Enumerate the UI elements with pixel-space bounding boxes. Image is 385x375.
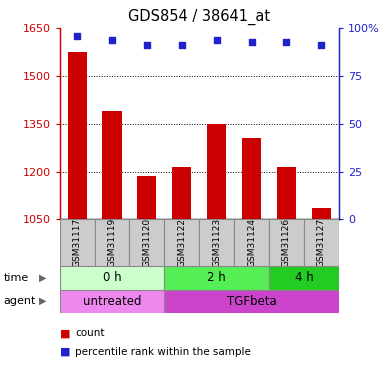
Point xyxy=(248,39,254,45)
Text: GSM31120: GSM31120 xyxy=(142,218,151,267)
Point xyxy=(74,33,80,39)
Bar xyxy=(172,167,191,219)
Point xyxy=(144,42,150,48)
Text: count: count xyxy=(75,328,105,338)
Text: ▶: ▶ xyxy=(38,273,46,283)
Bar xyxy=(269,266,339,290)
Bar xyxy=(199,219,234,266)
Bar xyxy=(269,219,304,266)
Text: ▶: ▶ xyxy=(38,296,46,306)
Text: percentile rank within the sample: percentile rank within the sample xyxy=(75,347,251,357)
Bar xyxy=(137,176,156,219)
Text: GSM31123: GSM31123 xyxy=(212,218,221,267)
Text: 0 h: 0 h xyxy=(103,272,121,284)
Point xyxy=(109,37,115,43)
Point xyxy=(318,42,325,48)
Point xyxy=(179,42,185,48)
Bar xyxy=(60,266,164,290)
Text: GSM31126: GSM31126 xyxy=(282,218,291,267)
Text: GSM31122: GSM31122 xyxy=(177,218,186,267)
Bar xyxy=(60,219,95,266)
Bar xyxy=(304,219,339,266)
Bar xyxy=(242,138,261,219)
Bar xyxy=(312,208,331,219)
Text: 4 h: 4 h xyxy=(295,272,313,284)
Text: ■: ■ xyxy=(60,328,70,338)
Bar xyxy=(129,219,164,266)
Text: untreated: untreated xyxy=(83,295,141,307)
Text: GSM31117: GSM31117 xyxy=(73,218,82,267)
Text: GSM31127: GSM31127 xyxy=(317,218,326,267)
Point xyxy=(214,37,220,43)
Bar xyxy=(277,167,296,219)
Text: GSM31119: GSM31119 xyxy=(107,218,117,267)
Point xyxy=(283,39,290,45)
Bar xyxy=(95,219,129,266)
Bar xyxy=(164,290,339,313)
Bar xyxy=(207,124,226,219)
Text: agent: agent xyxy=(4,296,36,306)
Text: TGFbeta: TGFbeta xyxy=(227,295,276,307)
Bar xyxy=(60,290,164,313)
Bar xyxy=(164,219,199,266)
Title: GDS854 / 38641_at: GDS854 / 38641_at xyxy=(128,9,270,26)
Bar xyxy=(164,266,269,290)
Text: GSM31124: GSM31124 xyxy=(247,218,256,267)
Bar xyxy=(67,52,87,219)
Text: 2 h: 2 h xyxy=(207,272,226,284)
Text: ■: ■ xyxy=(60,347,70,357)
Bar xyxy=(102,111,122,219)
Text: time: time xyxy=(4,273,29,283)
Bar xyxy=(234,219,269,266)
